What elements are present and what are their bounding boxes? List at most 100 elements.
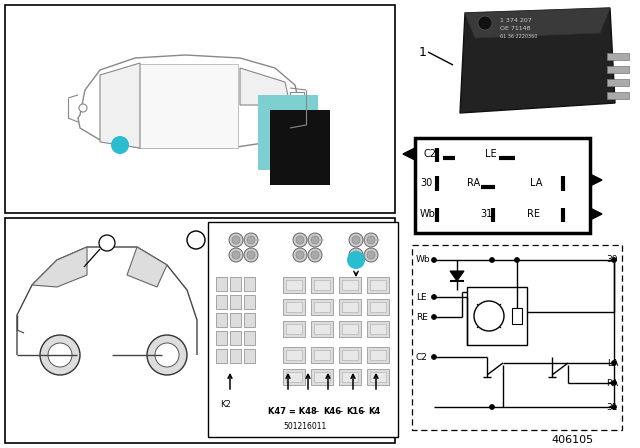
Text: LA: LA <box>607 358 618 367</box>
Bar <box>286 302 302 312</box>
Circle shape <box>490 258 495 263</box>
Bar <box>314 280 330 290</box>
Circle shape <box>232 251 240 259</box>
Text: 2: 2 <box>104 238 110 247</box>
Circle shape <box>244 233 258 247</box>
Circle shape <box>431 354 436 359</box>
Circle shape <box>349 248 363 262</box>
Text: 2: 2 <box>193 236 199 245</box>
Circle shape <box>296 236 304 244</box>
Circle shape <box>349 233 363 247</box>
Bar <box>367 347 389 363</box>
Bar <box>216 331 227 345</box>
Circle shape <box>293 233 307 247</box>
Text: 31: 31 <box>480 209 492 219</box>
Text: –: – <box>361 407 365 416</box>
Text: RA: RA <box>606 379 618 388</box>
Circle shape <box>187 231 205 249</box>
Text: K4: K4 <box>368 407 380 416</box>
Bar <box>244 277 255 291</box>
Bar <box>258 95 318 170</box>
Circle shape <box>308 248 322 262</box>
Bar <box>283 277 305 293</box>
Bar <box>367 321 389 337</box>
Text: LA: LA <box>530 178 542 188</box>
Bar <box>370 324 386 334</box>
Bar <box>244 313 255 327</box>
Circle shape <box>40 335 80 375</box>
Circle shape <box>364 233 378 247</box>
Bar <box>283 347 305 363</box>
Bar <box>311 321 333 337</box>
Bar <box>216 313 227 327</box>
Circle shape <box>352 236 360 244</box>
Bar <box>230 277 241 291</box>
Text: RA: RA <box>467 178 480 188</box>
Bar <box>311 299 333 315</box>
Bar <box>342 372 358 382</box>
Text: 30: 30 <box>607 255 618 264</box>
Bar <box>216 349 227 363</box>
Polygon shape <box>403 148 415 160</box>
Circle shape <box>490 405 495 409</box>
Polygon shape <box>590 174 602 186</box>
Circle shape <box>515 258 520 263</box>
Circle shape <box>111 136 129 154</box>
Bar <box>370 372 386 382</box>
Circle shape <box>79 104 87 112</box>
Circle shape <box>311 251 319 259</box>
Bar <box>283 299 305 315</box>
Bar <box>339 321 361 337</box>
Bar <box>314 350 330 360</box>
Polygon shape <box>140 64 238 148</box>
Bar <box>216 295 227 309</box>
Bar <box>314 372 330 382</box>
Circle shape <box>364 248 378 262</box>
Bar <box>230 295 241 309</box>
Bar <box>607 53 629 60</box>
Circle shape <box>431 258 436 263</box>
Bar <box>367 299 389 315</box>
Bar <box>367 369 389 385</box>
Bar <box>339 277 361 293</box>
Bar <box>512 308 522 324</box>
Bar <box>467 287 527 345</box>
Bar <box>230 331 241 345</box>
Circle shape <box>155 343 179 367</box>
Text: 1 374 207: 1 374 207 <box>500 17 532 22</box>
Text: 501216011: 501216011 <box>283 422 326 431</box>
Bar <box>216 277 227 291</box>
Polygon shape <box>460 8 615 113</box>
Circle shape <box>478 16 492 30</box>
Circle shape <box>367 251 375 259</box>
Circle shape <box>229 248 243 262</box>
Bar <box>370 350 386 360</box>
Text: C2: C2 <box>423 149 436 159</box>
Text: 1: 1 <box>353 255 360 265</box>
Text: 61 36 2220360: 61 36 2220360 <box>500 34 538 39</box>
Circle shape <box>147 335 187 375</box>
Text: 30: 30 <box>420 178 432 188</box>
Text: RE: RE <box>527 209 540 219</box>
Polygon shape <box>465 8 610 38</box>
Bar <box>286 280 302 290</box>
Bar <box>283 369 305 385</box>
Text: Wb: Wb <box>416 255 431 264</box>
Text: K47 = K48: K47 = K48 <box>268 407 317 416</box>
Circle shape <box>474 301 504 331</box>
Bar <box>339 299 361 315</box>
Circle shape <box>247 236 255 244</box>
Bar <box>208 222 398 437</box>
Text: K16: K16 <box>346 407 364 416</box>
Polygon shape <box>127 247 167 287</box>
Bar <box>286 324 302 334</box>
Bar <box>244 295 255 309</box>
Text: 1: 1 <box>116 140 124 150</box>
Circle shape <box>296 251 304 259</box>
Text: 1: 1 <box>419 46 427 59</box>
Bar <box>370 280 386 290</box>
Bar <box>283 321 305 337</box>
Bar <box>244 349 255 363</box>
Polygon shape <box>100 63 140 148</box>
Circle shape <box>99 235 115 251</box>
